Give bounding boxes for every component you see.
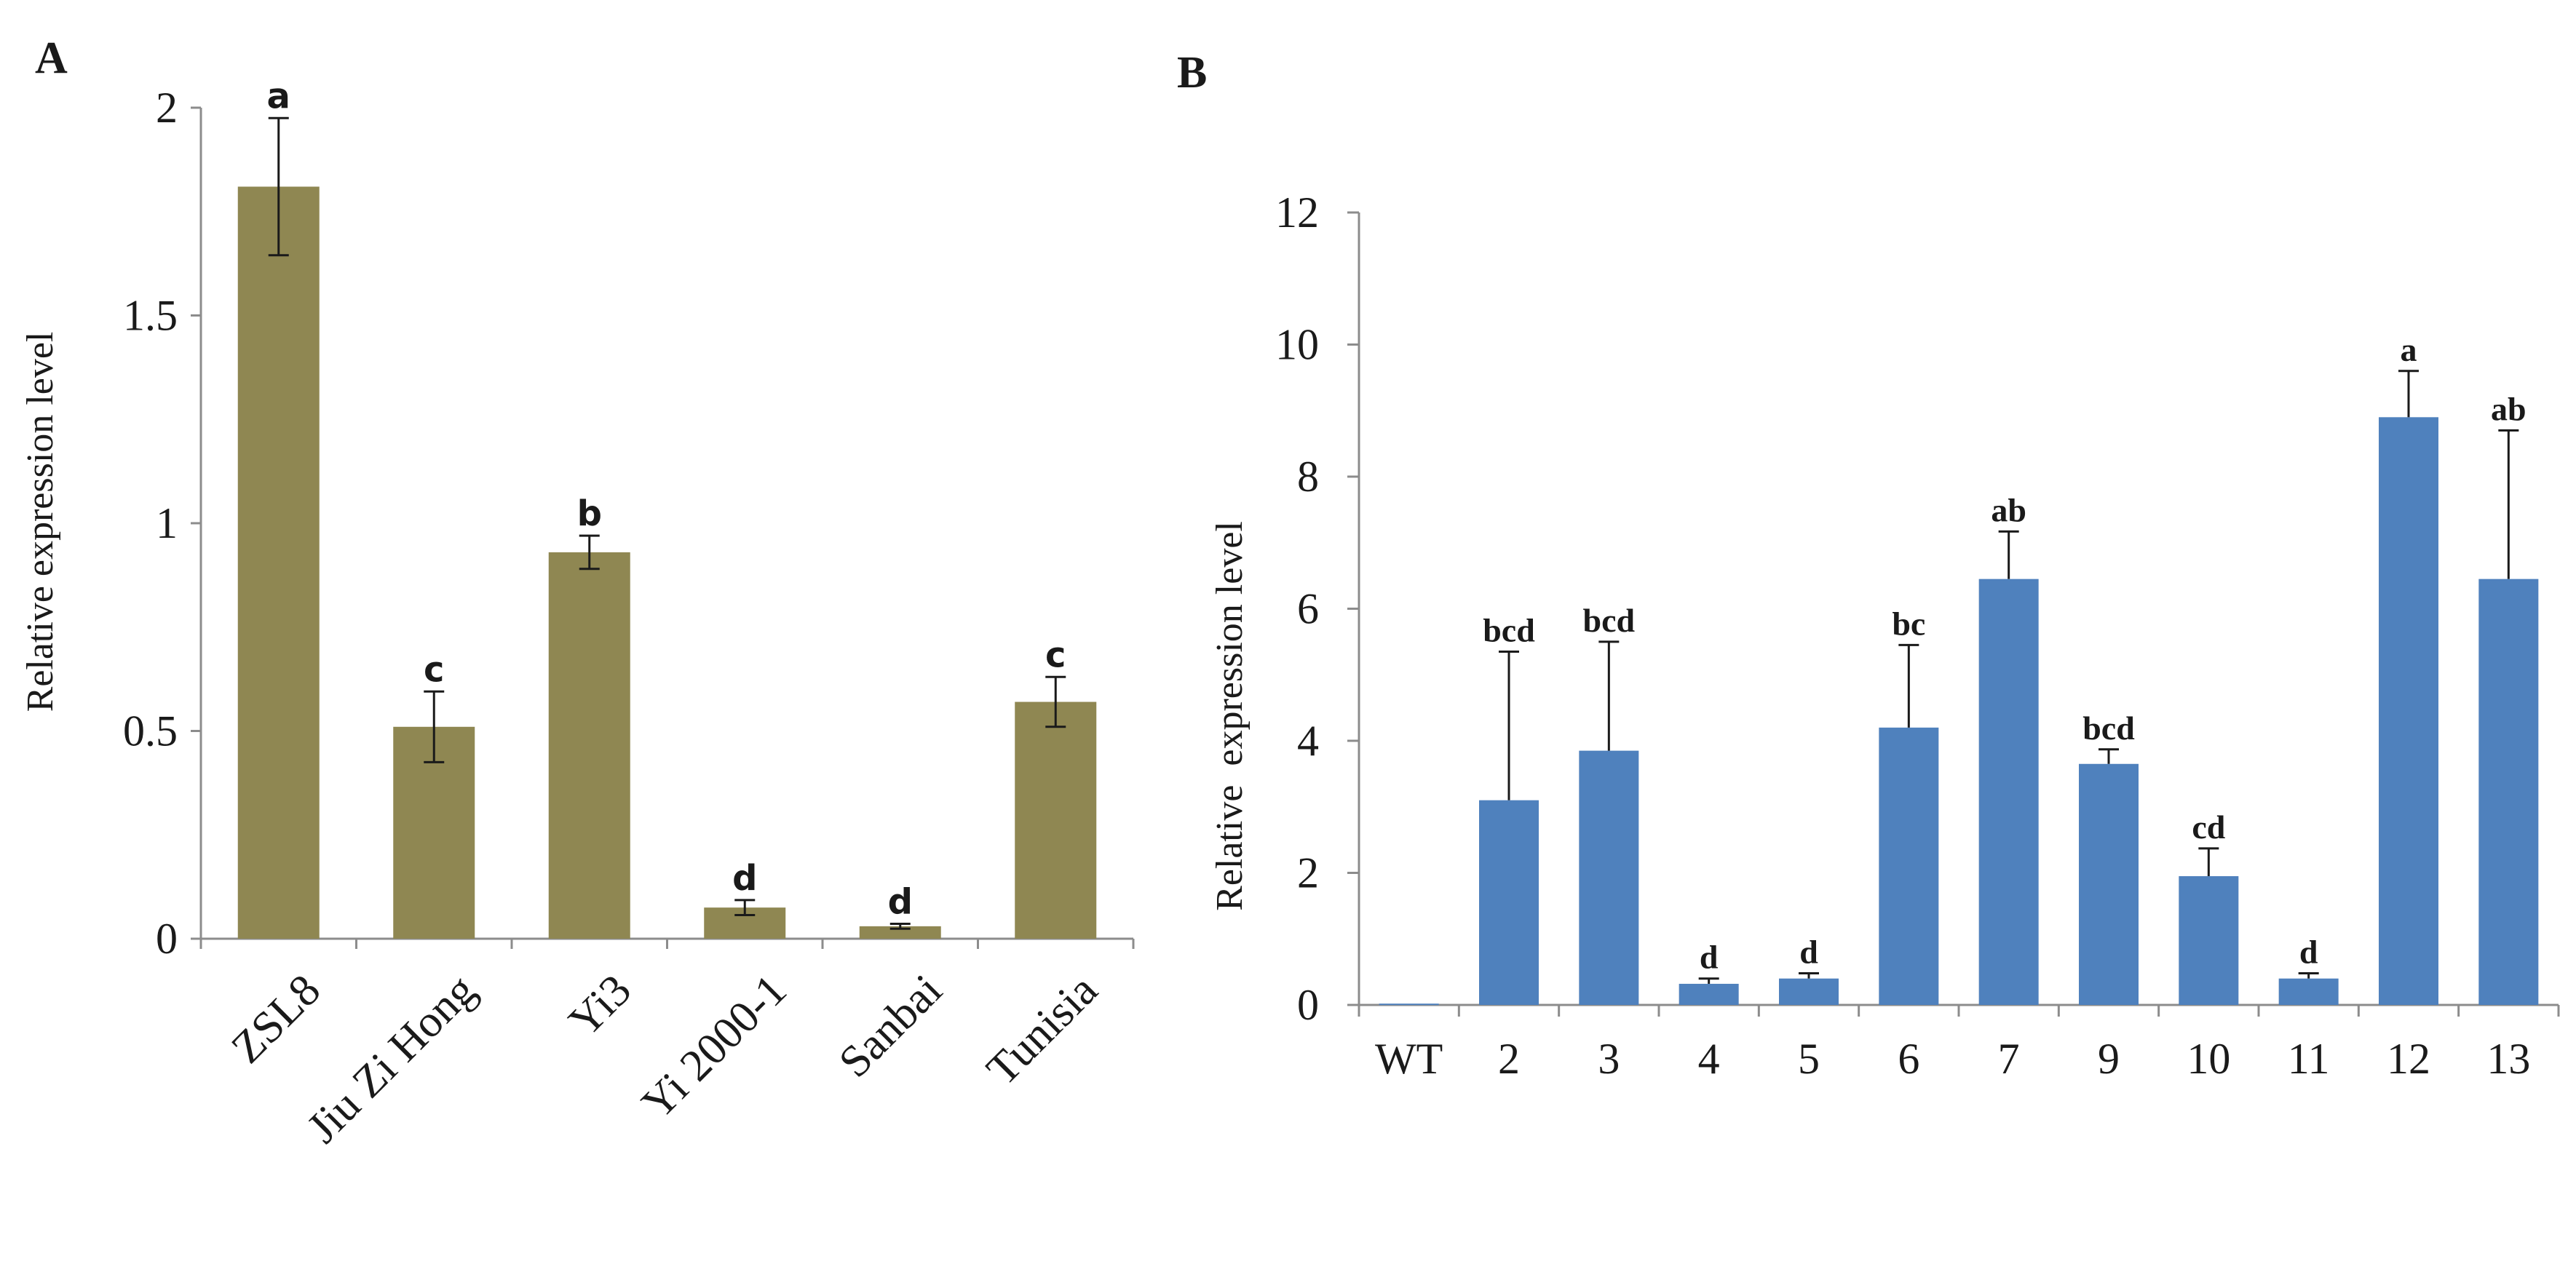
panel-b-significance-label: d bbox=[2299, 933, 2318, 970]
panel-b-bar bbox=[1479, 800, 1539, 1005]
panel-a-significance-label: b bbox=[577, 493, 602, 534]
panel-b-y-tick-label: 8 bbox=[1297, 453, 1319, 501]
panel-b-bar bbox=[1779, 978, 1839, 1005]
panel-b-significance-label: bc bbox=[1892, 605, 1925, 642]
panel-a-bar bbox=[237, 186, 320, 939]
panel-b-significance-label: ab bbox=[1991, 491, 2026, 528]
panel-b-significance-label: d bbox=[1700, 939, 1719, 976]
panel-a-significance-label: c bbox=[424, 649, 444, 690]
panel-a-y-tick-label: 0 bbox=[156, 915, 178, 963]
panel-b-significance-label: a bbox=[2401, 331, 2417, 368]
panel-b-significance-label: bcd bbox=[2082, 709, 2135, 747]
panel-b-y-tick-label: 10 bbox=[1275, 321, 1319, 369]
panel-b-significance-label: ab bbox=[2491, 390, 2527, 427]
panel-b-bar bbox=[2478, 579, 2539, 1005]
panel-b-y-tick-label: 6 bbox=[1297, 585, 1319, 633]
panel-a-category-label: Jiu Zi Hong bbox=[298, 965, 486, 1153]
panel-b-significance-label: bcd bbox=[1583, 602, 1636, 639]
panel-b-category-label: 12 bbox=[2387, 1035, 2430, 1083]
panel-b-significance-label: bcd bbox=[1483, 611, 1535, 648]
panel-a-significance-label: a bbox=[267, 76, 290, 116]
panel-b-y-tick-label: 2 bbox=[1297, 849, 1319, 897]
panel-b-category-label: 6 bbox=[1898, 1035, 1919, 1083]
panel-b-bars bbox=[1379, 370, 2539, 1006]
panel-a-axes: 0 0.5 1 1.5 2 bbox=[123, 84, 1135, 963]
panel-a-bar bbox=[1015, 701, 1097, 939]
panel-b-labels: WT bcd 2 bcd 3 d 4 d 5 bc 6 ab 7 bcd 9 cd 10 d 11 a 12 ab 13 bbox=[1375, 331, 2530, 1083]
panel-b-bar bbox=[1679, 983, 1739, 1005]
panel-b-category-label: 4 bbox=[1698, 1035, 1720, 1083]
panel-b-category-label: 9 bbox=[2098, 1035, 2120, 1083]
panel-a-y-tick-label: 2 bbox=[156, 84, 178, 132]
panel-a-letter: A bbox=[35, 33, 68, 83]
panel-b-chart: B Relative expression level 0 2 4 6 8 10 12 WT… bbox=[1177, 48, 2560, 1083]
panel-b-letter: B bbox=[1177, 48, 1207, 98]
panel-a-labels: a ZSL8 c Jiu Zi Hong b Yi3 d Yi 2000-1 d Sanbai c T… bbox=[222, 76, 1106, 1153]
panel-a-y-tick-label: 1 bbox=[156, 499, 178, 547]
panel-a-bars bbox=[237, 116, 1097, 939]
panel-b-category-label: 5 bbox=[1798, 1035, 1820, 1083]
panel-b-bar bbox=[1879, 727, 1939, 1005]
panel-a-y-tick-label: 1.5 bbox=[123, 292, 178, 340]
panel-a-category-label: Yi3 bbox=[560, 965, 641, 1046]
panel-a-significance-label: d bbox=[732, 858, 757, 899]
panel-b-bar bbox=[2179, 876, 2239, 1005]
panel-a-category-label: ZSL8 bbox=[222, 965, 330, 1073]
panel-a-significance-label: d bbox=[888, 881, 913, 922]
panel-a-category-label: Sanbai bbox=[830, 965, 951, 1086]
panel-a-significance-label: c bbox=[1045, 635, 1066, 675]
panel-a-category-label: Yi 2000-1 bbox=[633, 965, 796, 1129]
panel-b-axes: 0 2 4 6 8 10 12 bbox=[1275, 188, 2560, 1029]
panel-a-y-axis-title: Relative expression level bbox=[20, 332, 61, 712]
panel-a-category-label: Tunisia bbox=[978, 965, 1107, 1094]
panel-b-y-tick-label: 12 bbox=[1275, 188, 1319, 236]
panel-a-bar bbox=[859, 926, 941, 939]
panel-b-bar bbox=[1379, 1003, 1439, 1006]
panel-a-chart: A Relative expression level 0 0.5 1 1.5 2 a Z… bbox=[20, 33, 1135, 1153]
panel-b-category-label: 2 bbox=[1498, 1035, 1520, 1083]
panel-b-bar bbox=[2379, 417, 2438, 1005]
panel-b-bar bbox=[1579, 750, 1639, 1005]
panel-b-y-tick-label: 0 bbox=[1297, 981, 1319, 1029]
panel-b-bar bbox=[2278, 978, 2339, 1005]
panel-b-category-label: WT bbox=[1375, 1035, 1443, 1083]
panel-b-category-label: 10 bbox=[2187, 1035, 2230, 1083]
panel-b-y-axis-title: Relative expression level bbox=[1209, 521, 1251, 911]
panel-b-category-label: 13 bbox=[2486, 1035, 2530, 1083]
panel-b-category-label: 11 bbox=[2288, 1035, 2330, 1083]
panel-b-category-label: 3 bbox=[1598, 1035, 1620, 1083]
panel-b-category-label: 7 bbox=[1998, 1035, 2020, 1083]
panel-b-significance-label: cd bbox=[2192, 808, 2225, 846]
panel-a-y-tick-label: 0.5 bbox=[123, 707, 178, 755]
panel-a-bar bbox=[548, 552, 630, 939]
panel-b-bar bbox=[2079, 763, 2139, 1005]
panel-b-significance-label: d bbox=[1799, 933, 1818, 970]
panel-b-y-tick-label: 4 bbox=[1297, 717, 1319, 765]
panel-b-bar bbox=[1978, 579, 2039, 1005]
